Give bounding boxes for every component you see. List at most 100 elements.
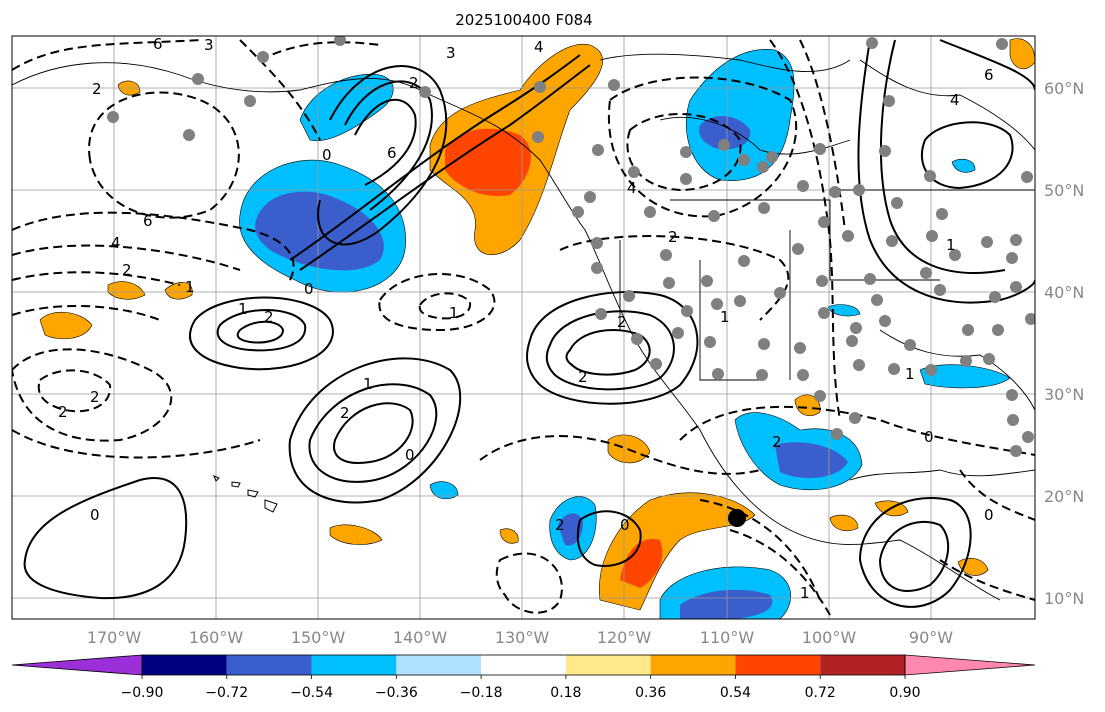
anomaly-shading — [39, 38, 1035, 619]
lon-label: 100°W — [802, 628, 857, 647]
neg-core-mexico — [775, 442, 848, 478]
colorbar-segment — [396, 655, 482, 675]
colorbar-segment — [481, 655, 566, 675]
colorbar-tick-label: 0.90 — [889, 685, 920, 701]
pos-patch-8 — [829, 514, 859, 531]
lat-label: 40°N — [1044, 283, 1084, 302]
neg-core-south — [680, 589, 773, 619]
colorbar-segment — [565, 655, 651, 675]
contour-label: 0 — [984, 506, 994, 524]
lat-label: 10°N — [1044, 589, 1084, 608]
contour-label: 1 — [238, 300, 248, 318]
lat-label: 60°N — [1044, 79, 1084, 98]
colorbar-tick-label: −0.90 — [121, 685, 164, 701]
pos-patch-3 — [164, 282, 193, 300]
contour-label: 1 — [946, 236, 956, 254]
contour-label: 3 — [204, 36, 214, 54]
cyclone-center-marker — [728, 509, 746, 527]
contour-label: 2 — [617, 313, 627, 331]
contour-labels: 3 4 6 0 2 2 6 3 4 6 4 2 1 2 1 2 0 1 2 1 … — [58, 35, 994, 602]
map-title: 2025100400 F084 — [455, 11, 592, 29]
lon-label: 130°W — [495, 628, 550, 647]
colorbar-segment — [142, 655, 227, 675]
neg-core-baja — [558, 513, 583, 546]
colorbar-extend-high — [904, 654, 1036, 676]
contour-label: 4 — [534, 38, 544, 56]
colorbar-tick-label: −0.36 — [375, 685, 418, 701]
contour-label: 6 — [984, 66, 994, 84]
neg-patch-3 — [827, 304, 861, 317]
colorbar: −0.90 −0.72 −0.54 −0.36 −0.18 0.18 0.36 0.54 0.7… — [11, 654, 1036, 701]
contour-label: 1 — [720, 308, 730, 326]
solid-contours — [23, 39, 1035, 608]
contour-label: 2 — [772, 433, 782, 451]
contour-label: 4 — [950, 91, 960, 109]
contour-label: 2 — [578, 368, 588, 386]
longitude-labels: 170°W 160°W 150°W 140°W 130°W 120°W 110°… — [87, 628, 953, 647]
lat-label: 20°N — [1044, 487, 1084, 506]
pos-core-epac — [620, 539, 663, 588]
colorbar-segment — [650, 655, 736, 675]
lon-label: 170°W — [87, 628, 142, 647]
latitude-labels: 60°N 50°N 40°N 30°N 20°N 10°N — [1044, 79, 1084, 608]
neg-core-canada — [699, 115, 751, 150]
pos-core-pnw — [445, 128, 531, 196]
colorbar-tick-label: 0.72 — [805, 685, 836, 701]
colorbar-segment — [735, 655, 821, 675]
colorbar-segment — [820, 655, 905, 675]
neg-patch-1 — [429, 481, 459, 500]
neg-patch-4 — [951, 158, 976, 173]
contour-label: 0 — [924, 428, 934, 446]
contour-label: 0 — [322, 146, 332, 164]
neg-region-gulf — [299, 73, 394, 142]
contour-label: 2 — [340, 404, 350, 422]
contour-label: 0 — [90, 506, 100, 524]
contour-label: 0 — [405, 446, 415, 464]
colorbar-extend-low — [11, 654, 143, 676]
station-markers — [107, 36, 1035, 457]
hawaiian-islands — [213, 475, 278, 513]
lat-label: 30°N — [1044, 385, 1084, 404]
pos-patch-7 — [794, 394, 821, 416]
contour-label: 1 — [449, 304, 459, 322]
pos-patch-4 — [329, 524, 383, 545]
lon-label: 90°W — [909, 628, 953, 647]
contour-label: 2 — [555, 516, 565, 534]
contour-label: 0 — [620, 516, 630, 534]
colorbar-tick-label: 0.54 — [720, 685, 751, 701]
colorbar-tick-label: −0.18 — [460, 685, 503, 701]
map-frame — [11, 35, 1036, 620]
contour-label: 2 — [122, 261, 132, 279]
contour-label: 3 — [446, 44, 456, 62]
contour-label: 2 — [90, 388, 100, 406]
lon-label: 150°W — [291, 628, 346, 647]
lon-label: 160°W — [189, 628, 244, 647]
colorbar-segment — [311, 655, 397, 675]
contour-label: 4 — [627, 179, 637, 197]
colorbar-tick-label: 0.36 — [635, 685, 666, 701]
colorbar-tick-label: −0.72 — [205, 685, 248, 701]
neg-region-canada — [685, 49, 795, 181]
contour-label: 0 — [304, 280, 314, 298]
contour-label: 6 — [387, 144, 397, 162]
colorbar-outline — [141, 654, 906, 676]
contour-label: 4 — [111, 234, 121, 252]
lon-label: 110°W — [700, 628, 755, 647]
lat-label: 50°N — [1044, 181, 1084, 200]
lon-label: 120°W — [597, 628, 652, 647]
pos-patch-1 — [39, 311, 93, 340]
contour-label: 2 — [409, 74, 419, 92]
contour-label: 6 — [143, 212, 153, 230]
contour-label: 2 — [668, 228, 678, 246]
pos-patch-6 — [499, 528, 519, 544]
colorbar-segment — [226, 655, 312, 675]
contour-label: 2 — [92, 80, 102, 98]
contour-label: 1 — [905, 365, 915, 383]
contour-label: 2 — [58, 403, 68, 421]
lon-label: 140°W — [393, 628, 448, 647]
colorbar-tick-label: −0.54 — [290, 685, 333, 701]
contour-label: 1 — [185, 278, 195, 296]
contour-label: 2 — [264, 308, 274, 326]
contour-label: 1 — [363, 375, 373, 393]
